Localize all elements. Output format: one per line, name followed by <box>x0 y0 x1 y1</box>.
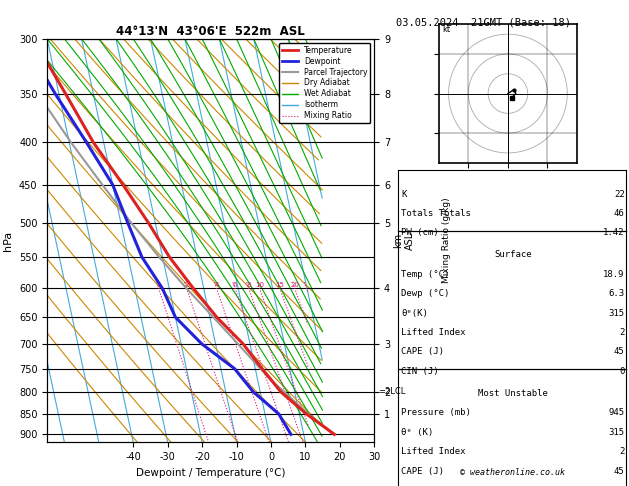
Text: 22: 22 <box>614 190 625 199</box>
Legend: Temperature, Dewpoint, Parcel Trajectory, Dry Adiabat, Wet Adiabat, Isotherm, Mi: Temperature, Dewpoint, Parcel Trajectory… <box>279 43 370 123</box>
Text: 03.05.2024  21GMT (Base: 18): 03.05.2024 21GMT (Base: 18) <box>396 17 571 27</box>
Text: 6: 6 <box>233 282 237 288</box>
Text: θᵉ (K): θᵉ (K) <box>401 428 433 437</box>
Text: Lifted Index: Lifted Index <box>401 447 466 456</box>
Text: kt: kt <box>443 25 451 34</box>
Text: 0: 0 <box>619 367 625 376</box>
Text: 20: 20 <box>291 282 299 288</box>
X-axis label: Dewpoint / Temperature (°C): Dewpoint / Temperature (°C) <box>136 468 286 478</box>
Y-axis label: km
ASL: km ASL <box>393 231 415 250</box>
Text: Dewp (°C): Dewp (°C) <box>401 289 450 298</box>
Text: =2LCL: =2LCL <box>379 387 406 397</box>
Text: CAPE (J): CAPE (J) <box>401 467 444 476</box>
Text: Most Unstable: Most Unstable <box>478 389 548 398</box>
Text: 4: 4 <box>214 282 219 288</box>
Text: 2: 2 <box>619 328 625 337</box>
Text: 10: 10 <box>255 282 264 288</box>
Text: PW (cm): PW (cm) <box>401 228 439 238</box>
Y-axis label: hPa: hPa <box>3 230 13 251</box>
Text: CAPE (J): CAPE (J) <box>401 347 444 357</box>
Text: 45: 45 <box>614 347 625 357</box>
Text: © weatheronline.co.uk: © weatheronline.co.uk <box>460 468 565 477</box>
Text: 6.3: 6.3 <box>608 289 625 298</box>
Text: 315: 315 <box>608 309 625 318</box>
Text: 1: 1 <box>157 282 161 288</box>
Text: 2: 2 <box>184 282 189 288</box>
Text: 18.9: 18.9 <box>603 270 625 279</box>
Text: Mixing Ratio (g/kg): Mixing Ratio (g/kg) <box>442 198 451 283</box>
Text: 46: 46 <box>614 209 625 218</box>
Text: K: K <box>401 190 407 199</box>
Text: CIN (J): CIN (J) <box>401 367 439 376</box>
Text: 945: 945 <box>608 408 625 417</box>
Text: θᵉ(K): θᵉ(K) <box>401 309 428 318</box>
Text: Temp (°C): Temp (°C) <box>401 270 450 279</box>
Text: 315: 315 <box>608 428 625 437</box>
Text: 8: 8 <box>247 282 251 288</box>
Text: 2: 2 <box>619 447 625 456</box>
Text: Totals Totals: Totals Totals <box>401 209 471 218</box>
Text: 15: 15 <box>276 282 284 288</box>
Text: 45: 45 <box>614 467 625 476</box>
Text: 1.42: 1.42 <box>603 228 625 238</box>
Text: Pressure (mb): Pressure (mb) <box>401 408 471 417</box>
Title: 44°13'N  43°06'E  522m  ASL: 44°13'N 43°06'E 522m ASL <box>116 25 305 38</box>
Text: Surface: Surface <box>494 250 532 260</box>
Text: Lifted Index: Lifted Index <box>401 328 466 337</box>
